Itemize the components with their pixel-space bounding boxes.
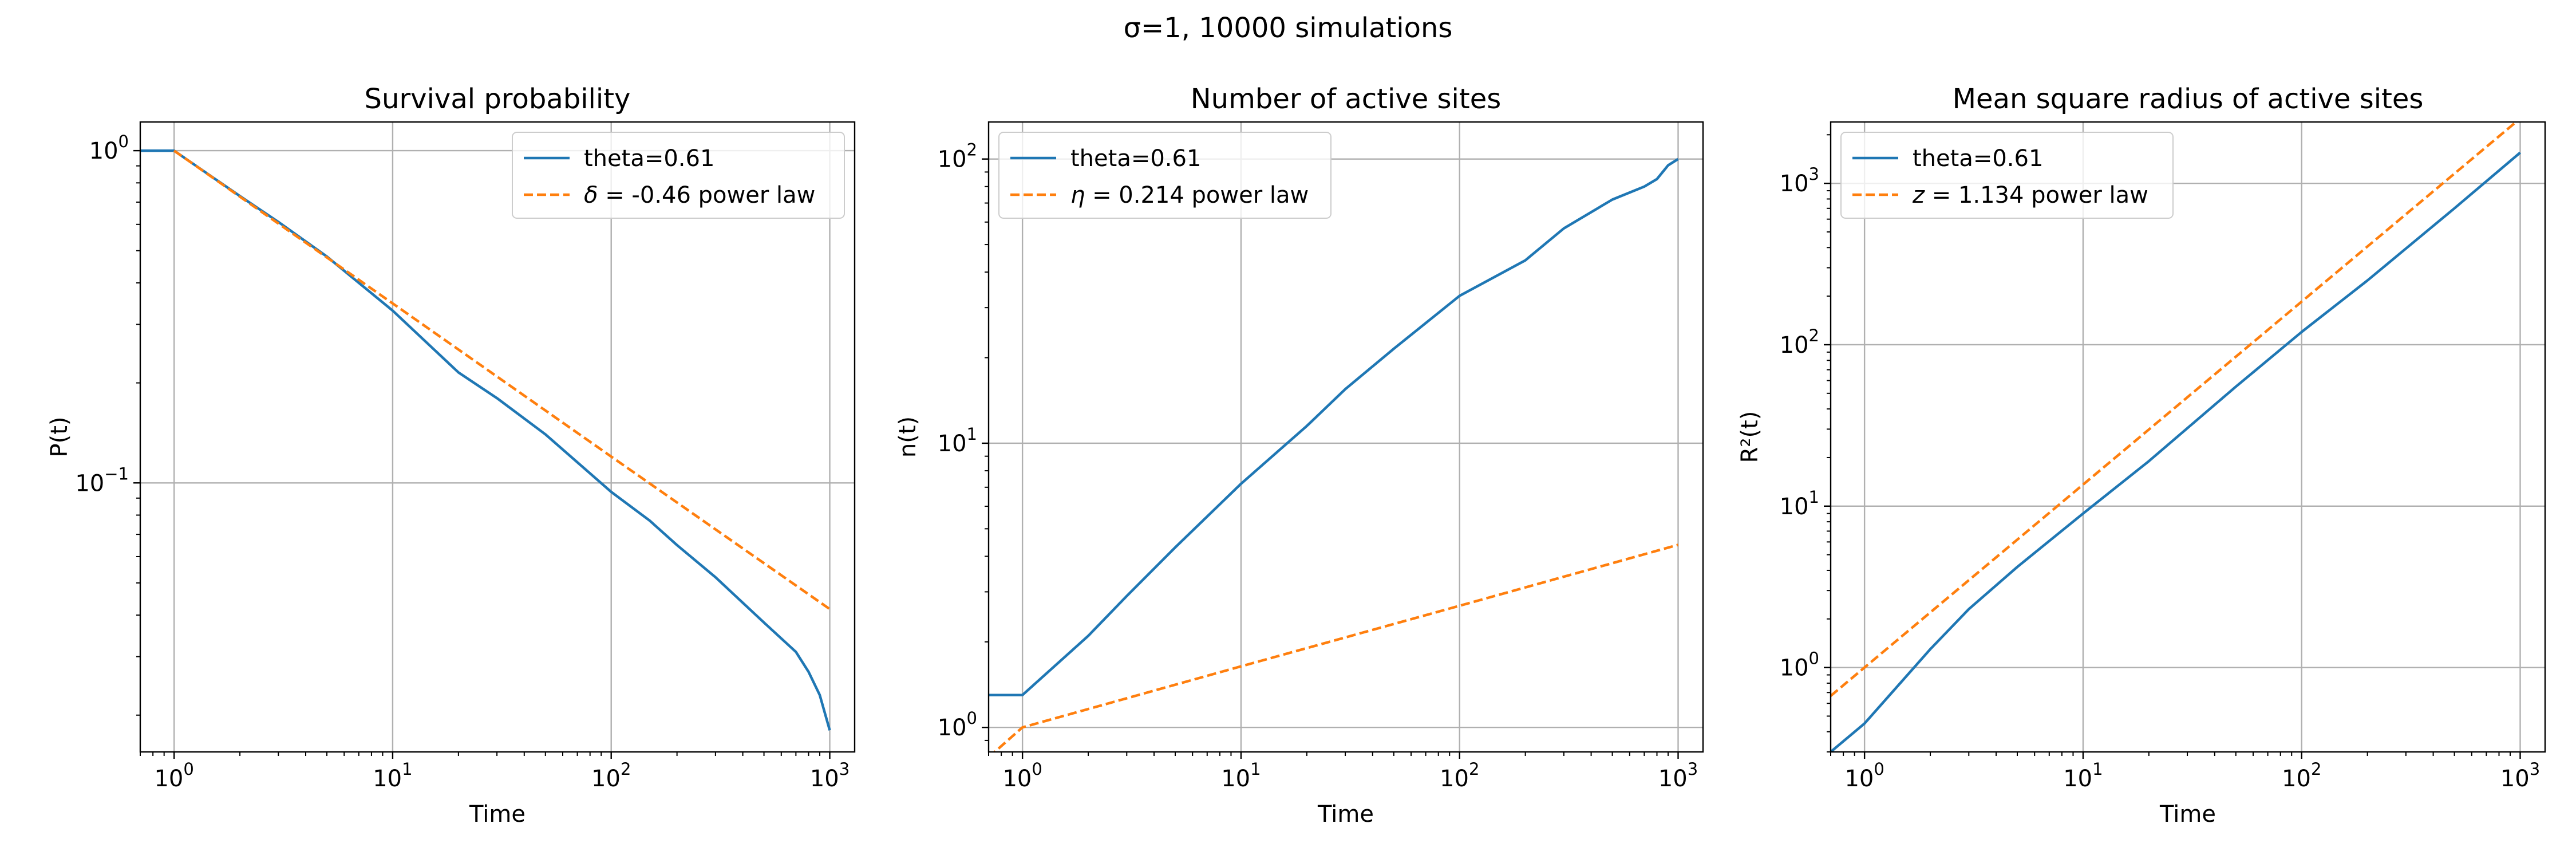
plot-frame	[987, 121, 1704, 753]
x-axis-label: Time	[2159, 801, 2216, 828]
chart-panel-1: 100 101 102 103 100 10−1 Survival probability T…	[46, 83, 856, 828]
y-tick-label: 10−1	[75, 464, 129, 497]
y-axis-label: P(t)	[46, 416, 73, 457]
legend-box	[512, 132, 845, 219]
y-tick-label: 102	[1780, 326, 1819, 358]
x-tick-label: 100	[154, 759, 193, 792]
chart-title: Mean square radius of active sites	[1953, 83, 2424, 115]
series-line-2	[993, 543, 1679, 752]
y-tick-label: 103	[1780, 164, 1819, 197]
x-tick-label: 102	[2282, 759, 2321, 792]
legend-label: z = 1.134 power law	[1912, 182, 2148, 208]
series-line-1	[989, 157, 1679, 696]
legend-label: η = 0.214 power law	[1070, 182, 1309, 208]
y-tick-label: 101	[938, 424, 977, 457]
x-tick-label: 103	[1658, 759, 1698, 792]
x-tick-label: 102	[1440, 759, 1479, 792]
x-tick-label: 103	[810, 759, 850, 792]
x-axis-label: Time	[469, 801, 526, 828]
x-axis-label: Time	[1317, 801, 1374, 828]
legend: theta=0.61 δ = -0.46 power law	[512, 132, 845, 219]
chart-title: Number of active sites	[1191, 83, 1501, 115]
plot-frame	[1830, 121, 2546, 753]
legend: theta=0.61 z = 1.134 power law	[1840, 132, 2174, 219]
legend-label: theta=0.61	[1070, 145, 1201, 172]
legend-box	[1840, 132, 2174, 219]
series-line-2	[1831, 122, 2518, 697]
x-tick-label: 100	[1002, 759, 1042, 792]
series-line-2	[173, 149, 831, 610]
y-tick-label: 101	[1780, 487, 1819, 520]
y-tick-label: 100	[1780, 649, 1819, 681]
x-tick-label: 101	[1221, 759, 1261, 792]
x-tick-label: 101	[373, 759, 412, 792]
x-tick-label: 102	[591, 759, 631, 792]
y-axis-label: n(t)	[895, 416, 921, 458]
figure-suptitle: σ=1, 10000 simulations	[1124, 12, 1453, 44]
x-tick-label: 101	[2063, 759, 2103, 792]
legend-label: theta=0.61	[1913, 145, 2043, 172]
chart-panel-2: 100 101 102 103 100 101 102 Number of active si…	[895, 83, 1704, 828]
chart-title: Survival probability	[365, 83, 631, 115]
x-tick-label: 100	[1844, 759, 1884, 792]
legend-label: theta=0.61	[584, 145, 714, 172]
y-tick-label: 100	[89, 132, 129, 164]
chart-panel-3: 100 101 102 103 100 101 102 103 Mean square radi…	[1737, 83, 2546, 828]
y-axis-label: R²(t)	[1737, 411, 1763, 463]
legend: theta=0.61 η = 0.214 power law	[998, 132, 1332, 219]
series-line-1	[140, 149, 831, 731]
x-tick-label: 103	[2500, 759, 2540, 792]
plot-frame	[139, 121, 856, 753]
legend-box	[998, 132, 1332, 219]
y-tick-label: 102	[938, 140, 977, 173]
legend-label: δ = -0.46 power law	[584, 182, 815, 208]
series-line-1	[1831, 151, 2521, 752]
y-tick-label: 100	[938, 708, 977, 741]
